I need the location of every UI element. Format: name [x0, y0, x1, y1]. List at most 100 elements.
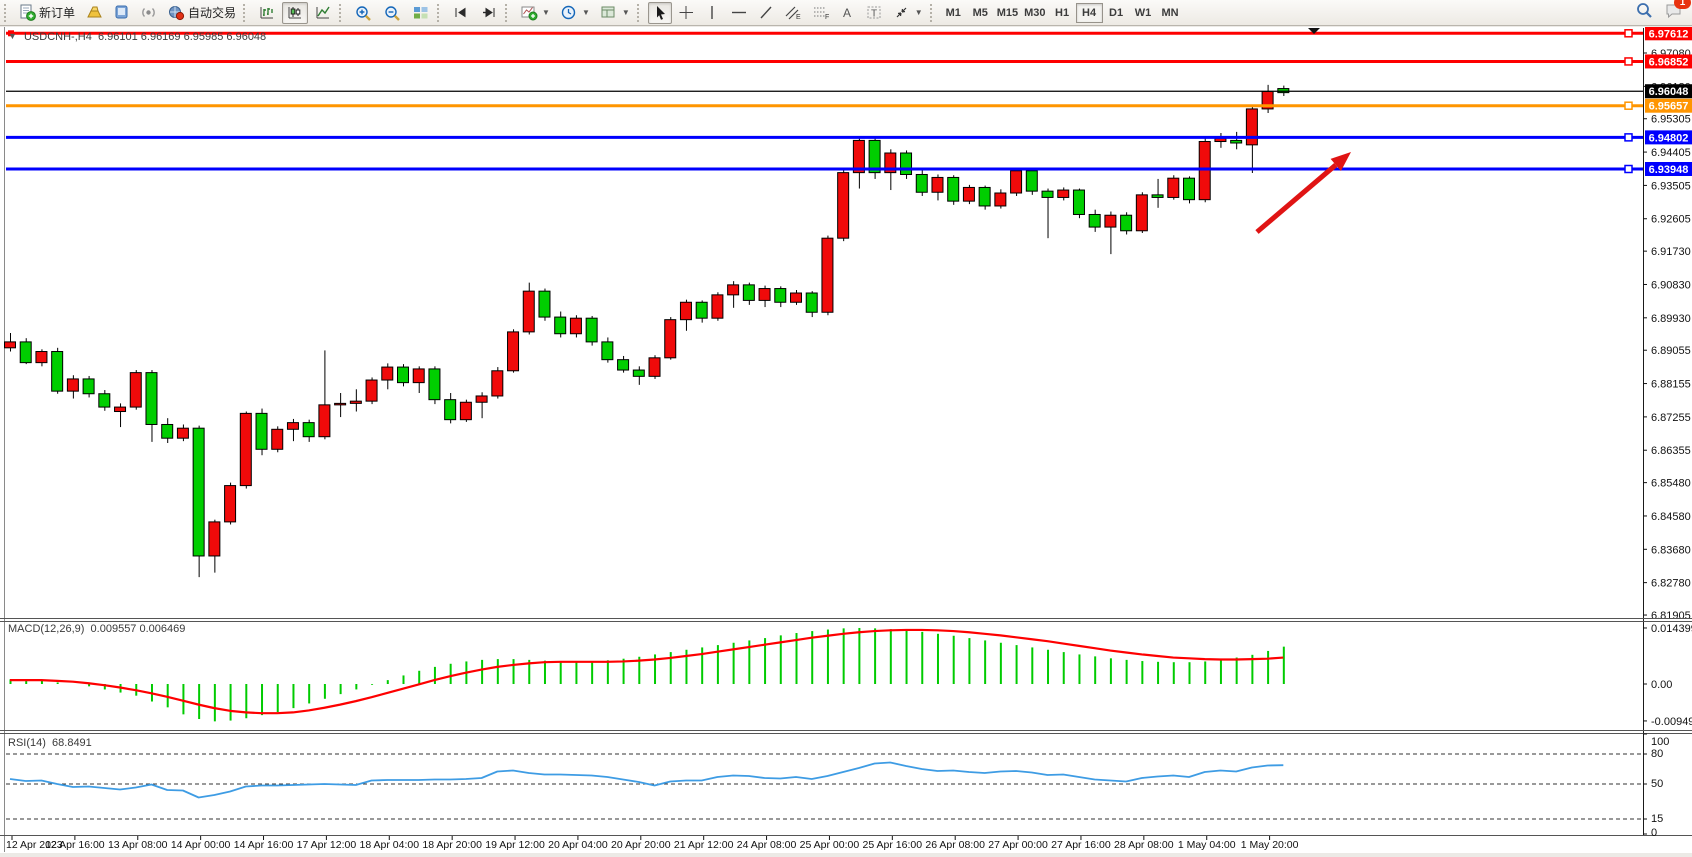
- timeframe-H4[interactable]: H4: [1075, 2, 1103, 23]
- date-tick-label: 14 Apr 00:00: [171, 839, 231, 851]
- notification-badge: 1: [1674, 0, 1691, 9]
- crosshair-tool-button[interactable]: [674, 2, 698, 24]
- vertical-line-tool-button[interactable]: [700, 2, 724, 24]
- text-label-tool-button[interactable]: T: [862, 2, 887, 24]
- timeframe-M30[interactable]: M30: [1021, 3, 1048, 23]
- new-order-button[interactable]: 新订单: [15, 2, 79, 24]
- bull-candle: [884, 152, 897, 174]
- price-tick-label: 6.92605: [1651, 214, 1691, 226]
- line-handle[interactable]: [8, 30, 14, 37]
- terminal-button[interactable]: [109, 2, 134, 24]
- bull-candle: [1057, 189, 1070, 198]
- auto-scroll-button[interactable]: [448, 2, 474, 24]
- bull-candle: [66, 378, 79, 392]
- line-handle[interactable]: [1624, 29, 1633, 38]
- price-tick-label: 6.89055: [1651, 345, 1691, 357]
- autotrading-button[interactable]: 自动交易: [163, 2, 240, 24]
- toolbar-drag-handle[interactable]: [4, 3, 11, 22]
- line-handle[interactable]: [1624, 133, 1633, 142]
- bull-candle: [491, 370, 504, 397]
- add-indicator-button[interactable]: ▼: [516, 2, 554, 24]
- price-line-badge-label: 6.94802: [1649, 132, 1689, 144]
- text-tool-button[interactable]: A: [836, 2, 860, 24]
- bear-candle: [145, 372, 158, 425]
- bear-candle: [774, 288, 787, 303]
- bull-candle: [349, 400, 362, 404]
- zoom-out-button[interactable]: [379, 2, 406, 24]
- line-handle[interactable]: [1624, 101, 1633, 110]
- current-price-badge-label: 6.96048: [1649, 86, 1689, 98]
- bear-candle: [601, 341, 614, 361]
- zoom-in-button[interactable]: [350, 2, 377, 24]
- date-tick-label: 1 May 04:00: [1178, 839, 1236, 851]
- chart-plot[interactable]: 6.970806.961806.953056.944056.935056.926…: [0, 27, 1692, 853]
- bull-candle: [475, 395, 488, 403]
- timeframes-menu-button[interactable]: ▼: [556, 2, 594, 24]
- bull-candle: [224, 485, 237, 523]
- cursor-tool-button[interactable]: [647, 1, 672, 24]
- bull-candle: [1104, 214, 1117, 228]
- bull-candle: [727, 284, 740, 296]
- price-tick-label: 6.89930: [1651, 313, 1691, 325]
- timeframe-MN[interactable]: MN: [1157, 3, 1184, 23]
- bear-candle: [1025, 170, 1038, 192]
- rsi-indicator-value: 68.8491: [52, 737, 92, 749]
- date-tick-label: 28 Apr 08:00: [1114, 839, 1174, 851]
- timeframe-W1[interactable]: W1: [1130, 3, 1157, 23]
- bear-candle: [1088, 213, 1101, 228]
- bull-candle: [1167, 177, 1180, 198]
- date-tick-label: 20 Apr 04:00: [548, 839, 608, 851]
- bull-candle: [381, 366, 394, 381]
- candlestick-chart-button[interactable]: [282, 1, 309, 24]
- signals-button[interactable]: [136, 2, 161, 24]
- chart-title: ▼ USDCNH-,H4 6.96101 6.96169 6.95985 6.9…: [8, 31, 266, 43]
- horizontal-line-tool-button[interactable]: [726, 2, 752, 24]
- timeframe-M1[interactable]: M1: [940, 3, 967, 23]
- autotrading-label: 自动交易: [188, 6, 237, 20]
- search-icon[interactable]: [1635, 1, 1654, 25]
- bull-candle: [286, 422, 299, 430]
- date-tick-label: 18 Apr 04:00: [359, 839, 419, 851]
- price-line-badge: [1645, 130, 1692, 145]
- bear-candle: [585, 317, 598, 343]
- timeframe-M15[interactable]: M15: [994, 3, 1021, 23]
- timeframe-D1[interactable]: D1: [1103, 3, 1130, 23]
- trendline-tool-button[interactable]: [754, 2, 778, 24]
- tile-windows-button[interactable]: [408, 2, 434, 24]
- trend-arrow-annotation[interactable]: [1255, 163, 1338, 234]
- toolbar: 新订单 自动交易 ▼ ▼ ▼: [0, 0, 1692, 26]
- bear-candle: [1072, 189, 1085, 215]
- bear-candle: [947, 176, 960, 202]
- line-handle[interactable]: [1624, 164, 1633, 174]
- chart-title-caret-icon[interactable]: ▼: [8, 31, 17, 41]
- date-tick-label: 17 Apr 12:00: [297, 839, 357, 851]
- line-handle[interactable]: [1624, 57, 1633, 66]
- channel-tool-button[interactable]: E: [780, 2, 806, 24]
- bull-candle: [648, 357, 661, 377]
- notifications-chat-icon[interactable]: 1: [1664, 0, 1691, 25]
- line-chart-button[interactable]: [310, 2, 336, 24]
- bull-candle: [1245, 108, 1258, 146]
- bar-chart-button[interactable]: [254, 2, 280, 24]
- deposit-button[interactable]: [81, 2, 107, 24]
- price-tick-label: 6.91730: [1651, 246, 1691, 258]
- chart-shift-button[interactable]: [476, 2, 502, 24]
- bear-candle: [868, 139, 881, 174]
- new-order-label: 新订单: [39, 6, 76, 20]
- gold-ingot-icon: [85, 4, 103, 21]
- fibonacci-tool-button[interactable]: F: [808, 2, 834, 24]
- bear-candle: [617, 359, 630, 371]
- timeframe-M5[interactable]: M5: [967, 3, 994, 23]
- price-line-badge-label: 6.95657: [1649, 101, 1689, 113]
- price-line-badge-label: 6.97612: [1649, 28, 1689, 40]
- group-separator: [505, 3, 512, 22]
- bear-candle: [538, 290, 551, 318]
- indicator-group: ▼ ▼ ▼: [515, 0, 635, 26]
- bull-candle: [1010, 170, 1023, 194]
- trend-arrow-head[interactable]: [1330, 152, 1351, 172]
- timeframe-H1[interactable]: H1: [1049, 3, 1076, 23]
- templates-button[interactable]: ▼: [596, 2, 634, 24]
- arrows-tool-button[interactable]: ▼: [889, 2, 927, 24]
- bull-candle: [239, 412, 252, 487]
